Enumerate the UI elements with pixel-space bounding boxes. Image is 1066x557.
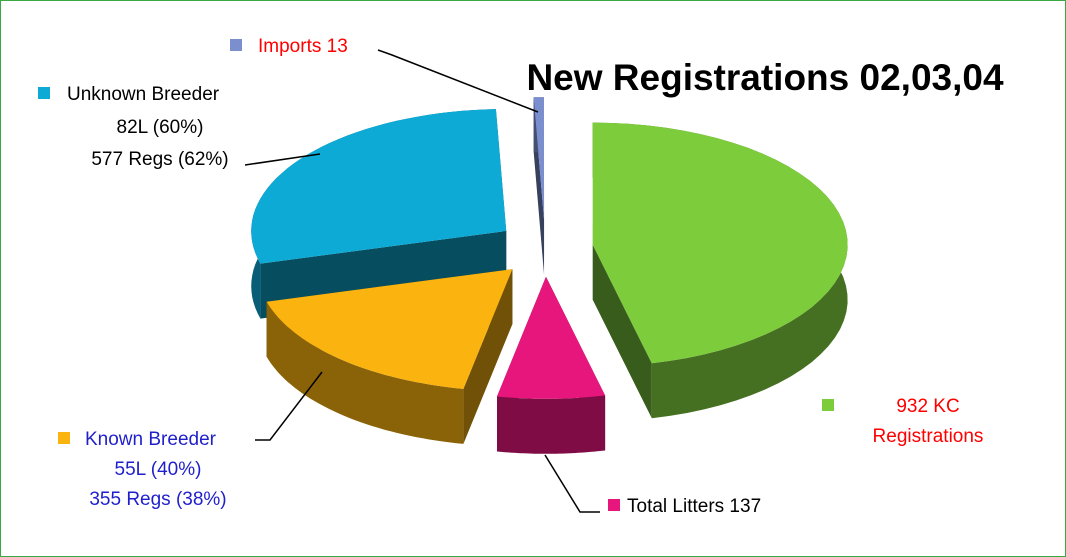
data-label: Imports 13	[258, 36, 348, 57]
data-label: 355 Regs (38%)	[89, 489, 226, 510]
legend-swatch	[58, 432, 70, 444]
slice	[266, 269, 513, 444]
data-label: 55L (40%)	[115, 459, 202, 480]
slice	[266, 269, 513, 389]
data-label: Total Litters 137	[627, 496, 761, 517]
leader-line	[544, 454, 600, 513]
slice-wall	[266, 301, 464, 444]
slice	[533, 97, 545, 220]
leader-line	[377, 49, 539, 113]
slice	[592, 122, 848, 419]
legend-swatch	[822, 399, 834, 411]
data-label: Unknown Breeder	[67, 84, 220, 105]
data-label: Registrations	[873, 426, 984, 447]
slice	[251, 109, 507, 264]
slice	[592, 122, 848, 364]
legend-swatch	[38, 87, 50, 99]
data-label: 932 KC	[896, 396, 959, 417]
slice	[533, 97, 545, 275]
chart-title: New Registrations 02,03,04	[526, 57, 1004, 98]
slice	[497, 276, 606, 399]
data-label: Known Breeder	[85, 429, 217, 450]
data-label: 577 Regs (62%)	[91, 149, 228, 170]
slice-wall	[497, 395, 606, 454]
legend-swatch	[608, 499, 620, 511]
legend-swatch	[230, 39, 242, 51]
data-label: 82L (60%)	[117, 117, 204, 138]
leader-line	[244, 153, 321, 166]
slice-side	[592, 244, 652, 419]
pie	[251, 97, 848, 454]
leader-line	[255, 371, 323, 441]
slice	[497, 276, 606, 454]
